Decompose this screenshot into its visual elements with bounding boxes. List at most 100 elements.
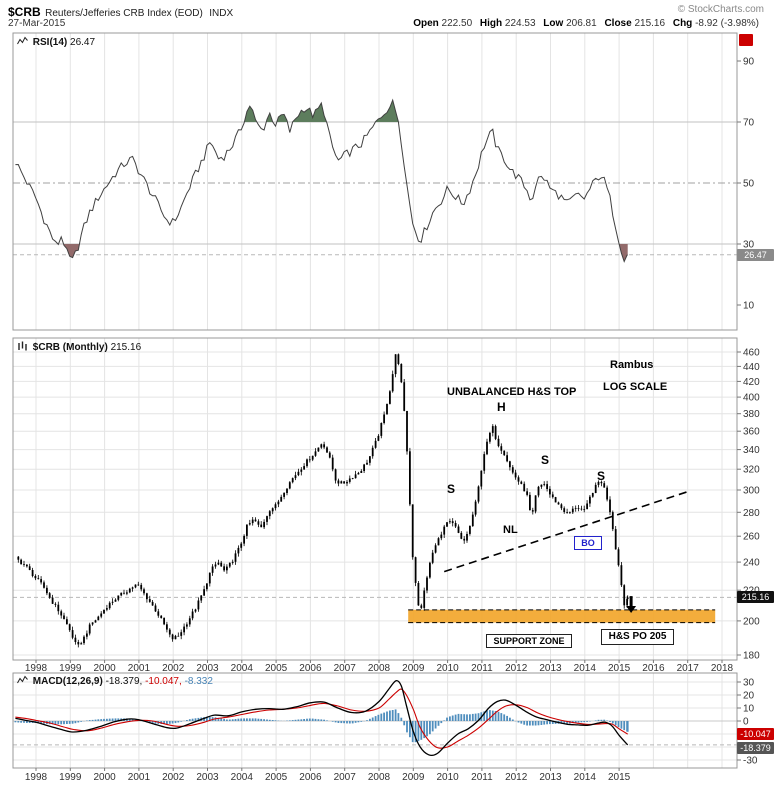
svg-text:2006: 2006 [299,772,322,783]
svg-text:2004: 2004 [231,772,254,783]
svg-text:2007: 2007 [334,663,357,674]
svg-text:2005: 2005 [265,663,288,674]
svg-text:2013: 2013 [539,772,562,783]
svg-text:2014: 2014 [574,772,597,783]
price-value-badge: 215.16 [737,591,774,603]
high-label: High [479,18,503,29]
svg-text:30: 30 [743,240,755,251]
svg-text:2000: 2000 [93,772,116,783]
exchange: INDX [209,8,234,19]
svg-text:2004: 2004 [231,663,254,674]
macd-panel-label: MACD(12,26,9) -18.379, -10.047, -8.332 [17,675,213,687]
instrument-name: Reuters/Jefferies CRB Index (EOD) [45,8,203,19]
rsi-panel-label: RSI(14) 26.47 [17,36,95,48]
macd-hist-value: -8.332 [184,676,213,687]
svg-text:280: 280 [743,508,760,519]
svg-text:2008: 2008 [368,772,391,783]
copyright: © StockCharts.com [677,4,764,15]
svg-text:2011: 2011 [471,663,493,674]
svg-text:2017: 2017 [677,663,700,674]
svg-text:360: 360 [743,427,760,438]
line-chart-icon [17,675,28,684]
annotation-log-scale: LOG SCALE [603,381,668,393]
rsi-value-badge: 26.47 [737,249,774,261]
price-bars [17,353,629,648]
svg-text:2001: 2001 [128,772,151,783]
macd-signal-badge: -10.047 [737,728,774,740]
annotation-shoulder-mid: S [541,453,550,467]
annotation-head: H [497,400,506,414]
price-panel-label: $CRB (Monthly) 215.16 [17,341,141,353]
rsi-label: RSI(14) [32,37,68,48]
bar-chart-icon [18,341,27,351]
svg-text:200: 200 [743,616,760,627]
annotation-hs-top: UNBALANCED H&S TOP [447,386,577,398]
low-value: 206.81 [566,18,597,29]
neckline-and-arrow [443,490,690,613]
macd-signal-value: -10.047, [145,676,182,687]
svg-text:1998: 1998 [25,663,48,674]
svg-text:2010: 2010 [436,772,459,783]
svg-text:340: 340 [743,445,760,456]
svg-text:2010: 2010 [436,663,459,674]
svg-text:2014: 2014 [574,663,597,674]
macd-label: MACD(12,26,9) [32,676,103,687]
chg-value: -8.92 (-3.98%) [695,18,759,29]
svg-text:380: 380 [743,409,760,420]
svg-text:2009: 2009 [402,772,425,783]
annotation-neckline-label: NL [503,524,518,536]
svg-text:2006: 2006 [299,663,322,674]
svg-text:2012: 2012 [505,772,528,783]
svg-text:50: 50 [743,179,755,190]
svg-text:2002: 2002 [162,772,185,783]
svg-text:10: 10 [743,301,755,312]
svg-text:240: 240 [743,558,760,569]
svg-text:1999: 1999 [59,772,82,783]
svg-text:300: 300 [743,486,760,497]
annotation-shoulder-left: S [447,482,456,496]
rsi-series [15,98,628,263]
svg-text:0: 0 [743,717,749,728]
high-value: 224.53 [504,18,536,29]
svg-text:2002: 2002 [162,663,185,674]
svg-text:2009: 2009 [402,663,425,674]
price-value: 215.16 [110,342,142,353]
svg-text:-30: -30 [743,756,758,767]
annotation-rambus: Rambus [610,359,654,371]
svg-text:2013: 2013 [539,663,562,674]
macd-value-badge: -18.379 [737,742,774,754]
gridlines [13,33,737,768]
chart-header: $CRB Reuters/Jefferies CRB Index (EOD) I… [8,3,233,21]
svg-text:2016: 2016 [642,663,665,674]
macd-value: -18.379, [105,676,143,687]
svg-text:2000: 2000 [93,663,116,674]
svg-text:2003: 2003 [196,772,219,783]
svg-text:20: 20 [743,691,755,702]
line-chart-icon [17,36,28,45]
svg-text:320: 320 [743,465,760,476]
chg-label: Chg [672,18,693,29]
svg-text:2008: 2008 [368,663,391,674]
support-zone [408,609,716,624]
annotation-support-zone: SUPPORT ZONE [486,634,572,648]
close-value: 215.16 [634,18,666,29]
svg-text:260: 260 [743,532,760,543]
svg-text:30: 30 [743,678,755,689]
svg-text:1998: 1998 [25,772,48,783]
annotation-breakout: BO [574,536,602,550]
annotation-shoulder-right: S [597,469,606,483]
macd-series [14,679,629,757]
close-label: Close [604,18,632,29]
alert-badge [739,34,753,46]
symbol: $CRB [8,5,41,19]
svg-text:10: 10 [743,704,755,715]
svg-text:2003: 2003 [196,663,219,674]
open-value: 222.50 [441,18,473,29]
svg-text:400: 400 [743,393,760,404]
svg-text:2001: 2001 [128,663,151,674]
chart-date: 27-Mar-2015 [8,18,66,29]
svg-text:180: 180 [743,651,760,662]
svg-text:2015: 2015 [608,663,631,674]
